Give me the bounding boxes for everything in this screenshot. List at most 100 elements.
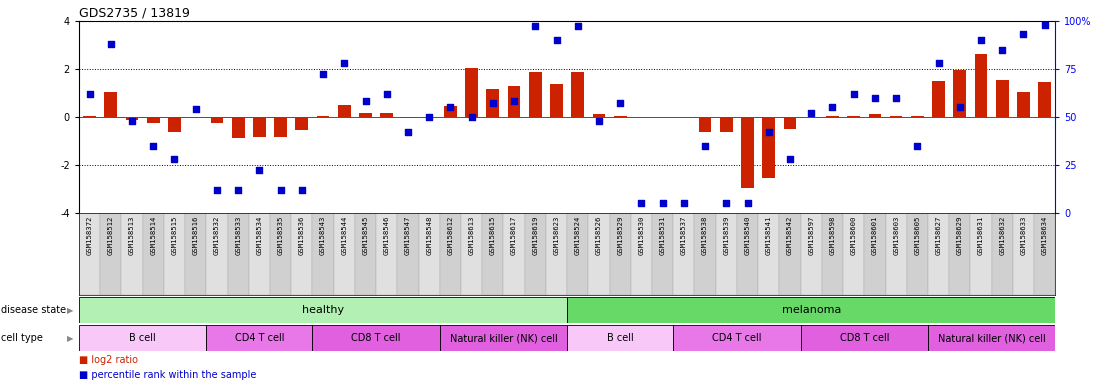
Text: GSM158605: GSM158605 <box>915 215 920 255</box>
Text: GSM158540: GSM158540 <box>745 215 750 255</box>
Bar <box>592 114 606 117</box>
Point <box>908 142 926 149</box>
Bar <box>338 105 351 117</box>
Bar <box>483 213 504 295</box>
Text: CD8 T cell: CD8 T cell <box>351 333 400 343</box>
Bar <box>231 117 245 138</box>
Point <box>527 23 544 30</box>
Point <box>293 187 310 193</box>
Bar <box>313 213 333 295</box>
Text: GSM158539: GSM158539 <box>723 215 730 255</box>
Text: GSM158512: GSM158512 <box>108 215 114 255</box>
Text: GSM158627: GSM158627 <box>936 215 941 255</box>
Point <box>208 187 226 193</box>
Text: GSM158372: GSM158372 <box>87 215 92 255</box>
Text: GSM158536: GSM158536 <box>298 215 305 255</box>
Bar <box>465 68 478 117</box>
Bar <box>206 213 227 295</box>
Text: ■ log2 ratio: ■ log2 ratio <box>79 356 138 366</box>
Bar <box>206 325 313 351</box>
Bar <box>376 213 397 295</box>
Bar <box>79 325 206 351</box>
Bar <box>355 213 376 295</box>
Point <box>484 100 501 106</box>
Text: GSM158615: GSM158615 <box>490 215 496 255</box>
Bar <box>440 213 461 295</box>
Text: GSM158545: GSM158545 <box>362 215 369 255</box>
Point <box>867 94 884 101</box>
Bar <box>1034 213 1055 295</box>
Text: GSM158514: GSM158514 <box>150 215 156 255</box>
Bar <box>381 113 393 117</box>
Bar <box>762 117 776 178</box>
Text: CD4 T cell: CD4 T cell <box>712 333 761 343</box>
Bar <box>79 297 567 323</box>
Point <box>547 37 565 43</box>
Point <box>972 37 989 43</box>
Text: B cell: B cell <box>607 333 634 343</box>
Point <box>654 200 671 206</box>
Text: GSM158526: GSM158526 <box>596 215 602 255</box>
Bar <box>801 213 822 295</box>
Bar <box>126 117 138 120</box>
Bar <box>83 116 95 117</box>
Point <box>930 60 948 66</box>
Bar <box>79 213 100 295</box>
Point <box>781 156 799 162</box>
Text: GSM158603: GSM158603 <box>893 215 900 255</box>
Point <box>1015 31 1032 37</box>
Bar <box>847 116 860 117</box>
Bar <box>890 116 903 117</box>
Bar <box>953 70 966 117</box>
Text: Natural killer (NK) cell: Natural killer (NK) cell <box>450 333 557 343</box>
Bar <box>1039 82 1051 117</box>
Text: GSM158629: GSM158629 <box>957 215 963 255</box>
Bar <box>949 213 971 295</box>
Point <box>887 94 905 101</box>
Point <box>506 98 523 104</box>
Bar <box>610 213 631 295</box>
Bar <box>508 86 520 117</box>
Bar <box>742 117 754 187</box>
Text: GSM158530: GSM158530 <box>638 215 644 255</box>
Text: GSM158612: GSM158612 <box>448 215 453 255</box>
Bar <box>143 213 163 295</box>
Point <box>123 118 140 124</box>
Bar <box>932 81 945 117</box>
Text: GSM158546: GSM158546 <box>384 215 389 255</box>
Bar <box>864 213 885 295</box>
Bar <box>974 55 987 117</box>
Bar <box>291 213 313 295</box>
Text: GSM158600: GSM158600 <box>850 215 857 255</box>
Bar <box>486 89 499 117</box>
Bar <box>249 213 270 295</box>
Bar <box>359 113 372 117</box>
Point <box>186 106 204 112</box>
Point <box>738 200 756 206</box>
Bar <box>694 213 715 295</box>
Bar <box>783 117 796 129</box>
Point <box>994 46 1011 53</box>
Text: GSM158533: GSM158533 <box>235 215 241 255</box>
Text: GDS2735 / 13819: GDS2735 / 13819 <box>79 7 190 20</box>
Text: GSM158538: GSM158538 <box>702 215 708 255</box>
Point <box>250 167 268 174</box>
Text: GSM158515: GSM158515 <box>171 215 178 255</box>
Bar <box>551 84 563 117</box>
Bar <box>996 79 1008 117</box>
Bar <box>567 297 1055 323</box>
Text: GSM158535: GSM158535 <box>278 215 284 255</box>
Bar <box>971 213 992 295</box>
Bar <box>779 213 801 295</box>
Bar <box>715 213 737 295</box>
Point <box>845 91 862 97</box>
Point <box>697 142 714 149</box>
Point <box>102 41 120 47</box>
Text: GSM158598: GSM158598 <box>829 215 836 255</box>
Bar <box>674 213 694 295</box>
Text: GSM158524: GSM158524 <box>575 215 580 255</box>
Bar <box>699 117 712 132</box>
Bar <box>313 325 440 351</box>
Text: GSM158541: GSM158541 <box>766 215 772 255</box>
Bar <box>227 213 249 295</box>
